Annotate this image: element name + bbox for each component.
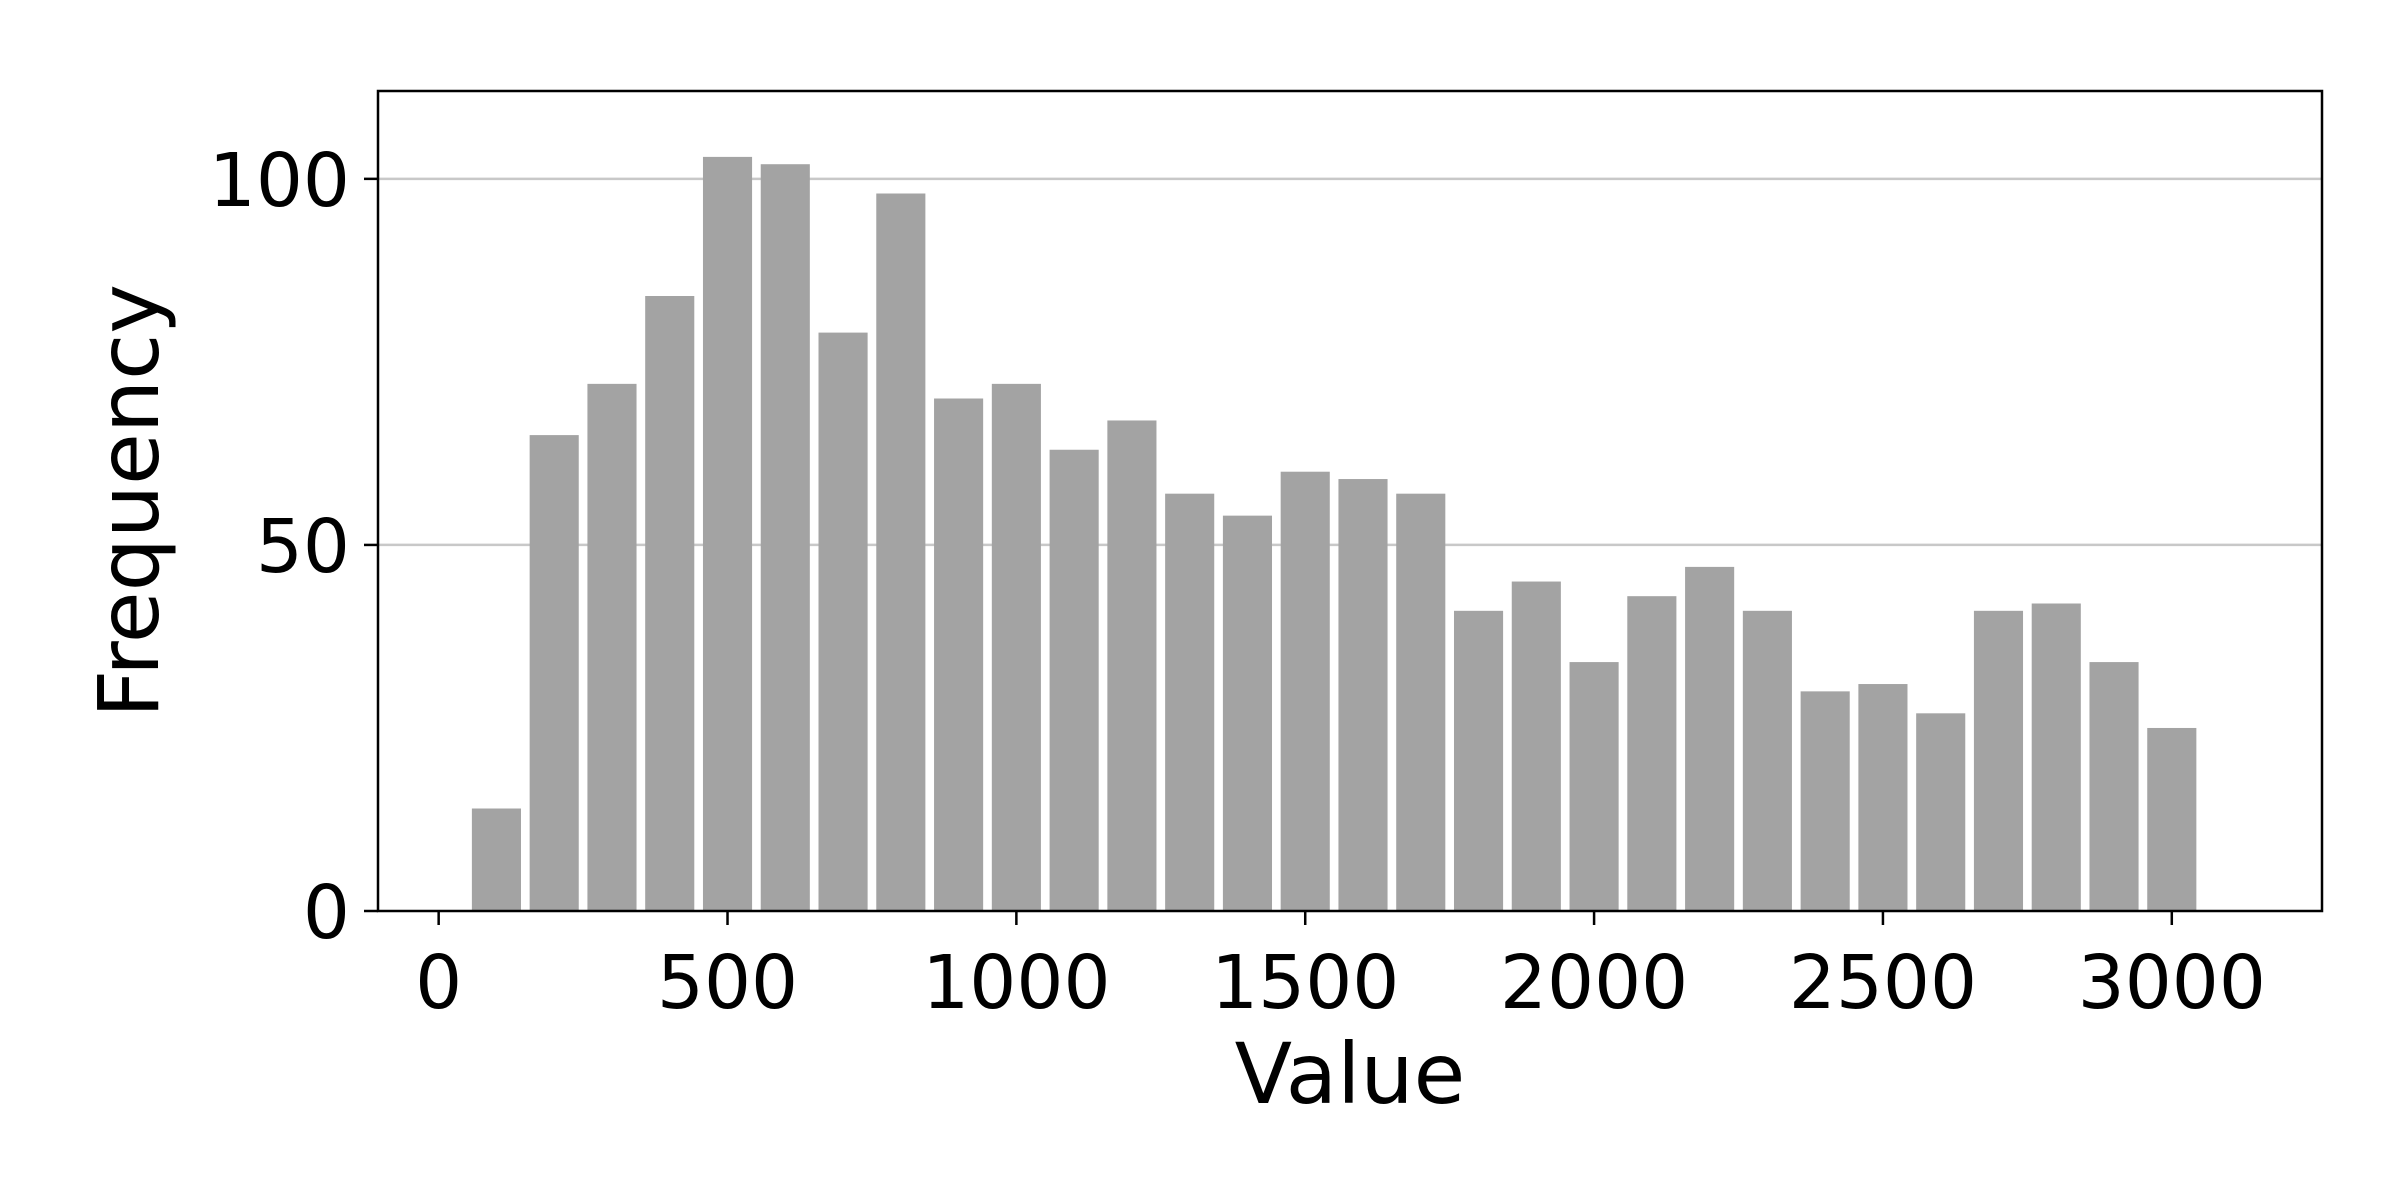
bar [1511,581,1561,911]
bar [1396,493,1446,911]
x-tick-label: 0 [415,940,462,1026]
bar [1222,515,1273,911]
bars [471,156,2197,912]
bar [471,808,521,911]
bar [1280,471,1330,911]
bar [2089,662,2139,911]
x-tick-label: 1000 [922,940,1110,1026]
x-axis-ticks: 0 500 1000 1500 2000 2500 3000 [415,911,2266,1026]
bar [2031,603,2081,911]
bar [1049,449,1099,911]
plot-frame [376,89,2324,913]
bar [1627,596,1677,911]
bar [702,156,753,912]
bar [1858,684,1908,911]
x-tick-label: 2500 [1789,940,1977,1026]
bar [1685,566,1735,911]
bar [1107,420,1157,911]
bar [1800,691,1850,911]
x-tick-label: 500 [657,940,798,1026]
bar [529,435,579,911]
x-axis-label: Value [1235,1025,1466,1123]
y-tick-label: 50 [256,504,350,590]
x-tick-label: 1500 [1211,940,1399,1026]
bar [934,398,984,911]
bar [991,383,1041,911]
y-tick-label: 0 [303,870,350,956]
x-tick-label: 2000 [1500,940,1688,1026]
bar [587,383,637,911]
y-tick-label: 100 [209,138,350,224]
bar [2147,727,2197,911]
bar [1973,610,2024,911]
bar [1569,662,1619,911]
y-axis-ticks: 0 50 100 [209,138,378,956]
bar [1742,610,1792,911]
y-axis-label: Frequency [80,284,178,718]
bar [760,164,810,911]
bar [1916,713,1966,911]
bar [645,296,695,911]
x-tick-label: 3000 [2078,940,2266,1026]
bar [876,193,926,911]
bar [1165,493,1215,911]
bar [818,332,868,911]
bar [1338,479,1388,911]
bar [1453,610,1504,911]
